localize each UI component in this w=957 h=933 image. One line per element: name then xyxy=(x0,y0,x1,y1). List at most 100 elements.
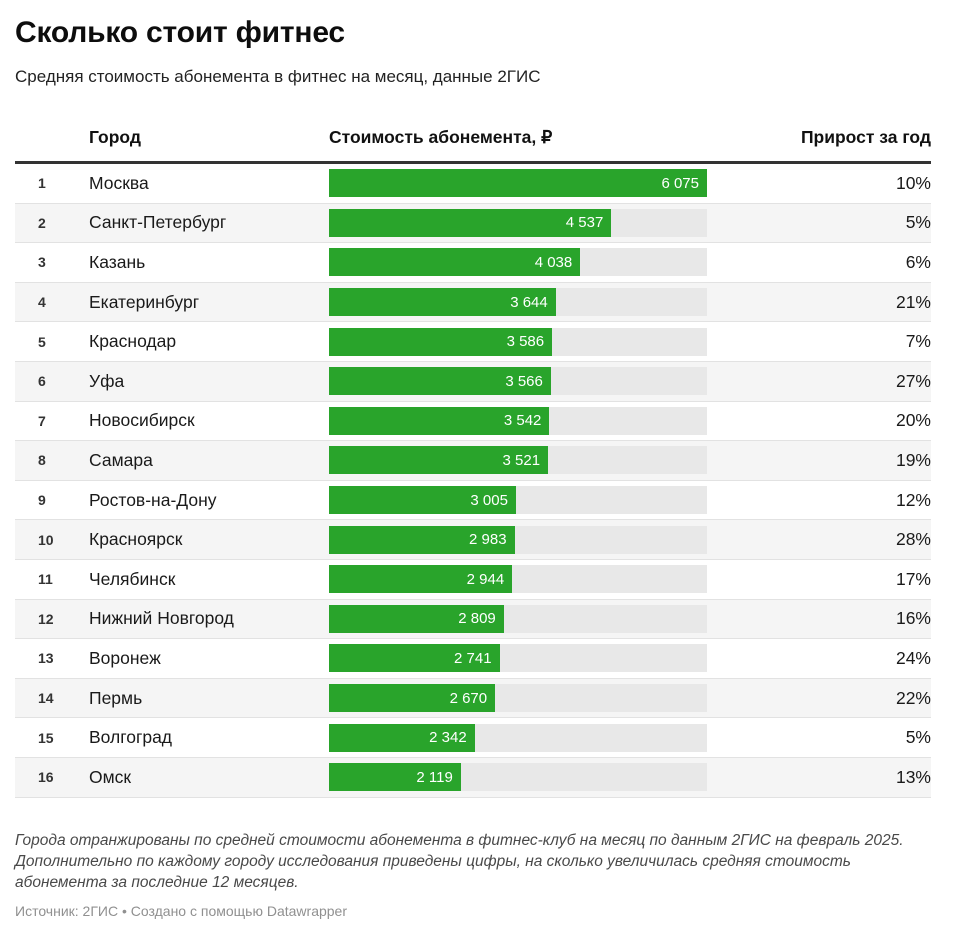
city-name: Нижний Новгород xyxy=(89,608,234,629)
cost-bar: 3 521 xyxy=(329,446,549,475)
cost-bar: 2 983 xyxy=(329,525,515,554)
growth-value: 22% xyxy=(895,687,931,708)
city-name: Краснодар xyxy=(89,331,177,352)
bar-track: 4 537 xyxy=(329,208,707,237)
row-rank: 14 xyxy=(38,690,54,707)
bar-track: 2 342 xyxy=(329,723,707,752)
growth-value: 13% xyxy=(895,766,931,787)
bar-cell: 3 521 xyxy=(329,446,707,475)
bar-value-label: 2 670 xyxy=(449,689,488,707)
bar-value-label: 3 586 xyxy=(506,333,545,351)
city-name: Ростов-на-Дону xyxy=(89,489,217,510)
bar-value-label: 2 741 xyxy=(454,649,492,667)
bar-track: 3 005 xyxy=(329,486,707,515)
bar-value-label: 3 521 xyxy=(502,451,541,469)
table-row: 16 Омск 2 119 13% xyxy=(15,757,931,798)
cost-bar: 3 644 xyxy=(329,288,556,317)
bar-cell: 2 809 xyxy=(329,604,707,633)
bar-cell: 2 670 xyxy=(329,684,707,713)
city-name: Волгоград xyxy=(89,727,173,748)
footnote: Города отранжированы по средней стоимост… xyxy=(15,831,904,892)
bar-value-label: 2 119 xyxy=(416,768,453,786)
table-body: 1 Москва 6 075 10% 2 Санкт-Петербург 4 5… xyxy=(15,164,931,798)
bar-track: 2 944 xyxy=(329,565,707,594)
table-row: 14 Пермь 2 670 22% xyxy=(15,678,931,719)
table-row: 9 Ростов-на-Дону 3 005 12% xyxy=(15,481,931,521)
city-name: Екатеринбург xyxy=(89,291,200,312)
bar-track: 2 670 xyxy=(329,684,707,713)
column-header-city: Город xyxy=(89,127,141,147)
bar-track: 2 741 xyxy=(329,644,707,673)
bar-track: 3 542 xyxy=(329,406,707,435)
table-row: 7 Новосибирск 3 542 20% xyxy=(15,402,931,442)
bar-track: 2 983 xyxy=(329,525,707,554)
bar-cell: 4 537 xyxy=(329,208,707,237)
bar-track: 2 119 xyxy=(329,763,707,792)
row-rank: 13 xyxy=(38,650,54,667)
table-row: 10 Красноярск 2 983 28% xyxy=(15,520,931,560)
bar-track: 3 566 xyxy=(329,367,707,396)
cost-bar: 3 005 xyxy=(329,486,516,515)
growth-value: 5% xyxy=(905,212,931,233)
bar-cell: 3 005 xyxy=(329,486,707,515)
growth-value: 27% xyxy=(895,370,931,391)
bar-track: 3 521 xyxy=(329,446,707,475)
bar-value-label: 3 566 xyxy=(505,372,543,390)
bar-cell: 3 644 xyxy=(329,288,707,317)
row-rank: 5 xyxy=(38,333,46,350)
bar-track: 4 038 xyxy=(329,248,707,277)
column-header-growth: Прирост за год xyxy=(800,127,931,147)
table-row: 1 Москва 6 075 10% xyxy=(15,164,931,204)
city-name: Воронеж xyxy=(89,647,161,668)
cost-bar: 4 038 xyxy=(329,248,581,277)
growth-value: 7% xyxy=(905,331,931,352)
row-rank: 11 xyxy=(38,571,53,588)
cost-bar: 2 741 xyxy=(329,644,500,673)
bar-track: 2 809 xyxy=(329,604,707,633)
bar-value-label: 4 537 xyxy=(565,214,604,232)
bar-track: 6 075 xyxy=(329,169,707,198)
bar-track: 3 586 xyxy=(329,327,707,356)
page-subtitle: Средняя стоимость абонемента в фитнес на… xyxy=(15,67,541,86)
cost-bar: 2 342 xyxy=(329,723,475,752)
bar-value-label: 2 944 xyxy=(466,570,505,588)
city-name: Уфа xyxy=(89,370,125,391)
bar-value-label: 3 005 xyxy=(470,491,508,509)
city-name: Самара xyxy=(89,449,153,470)
row-rank: 4 xyxy=(38,294,46,311)
city-name: Пермь xyxy=(89,687,143,708)
city-name: Челябинск xyxy=(89,568,176,589)
bar-value-label: 6 075 xyxy=(661,174,699,192)
table-row: 15 Волгоград 2 342 5% xyxy=(15,718,931,758)
cost-bar: 3 586 xyxy=(329,327,553,356)
cost-bar: 2 670 xyxy=(329,684,496,713)
cost-bar: 3 566 xyxy=(329,367,551,396)
growth-value: 12% xyxy=(895,489,931,510)
page-title: Сколько стоит фитнес xyxy=(15,16,345,49)
bar-cell: 3 586 xyxy=(329,327,707,356)
row-rank: 6 xyxy=(38,373,46,390)
growth-value: 19% xyxy=(895,449,931,470)
cost-bar: 2 944 xyxy=(329,565,513,594)
table-row: 11 Челябинск 2 944 17% xyxy=(15,560,931,600)
row-rank: 10 xyxy=(38,531,54,548)
table-row: 3 Казань 4 038 6% xyxy=(15,243,931,283)
row-rank: 1 xyxy=(38,175,46,192)
growth-value: 16% xyxy=(895,608,931,629)
bar-value-label: 3 644 xyxy=(510,293,548,311)
city-name: Омск xyxy=(89,766,132,787)
table-row: 6 Уфа 3 566 27% xyxy=(15,361,931,402)
bar-cell: 2 983 xyxy=(329,525,707,554)
row-rank: 2 xyxy=(38,214,46,231)
bar-cell: 2 944 xyxy=(329,565,707,594)
row-rank: 7 xyxy=(38,412,46,429)
cost-bar: 2 809 xyxy=(329,604,504,633)
bar-value-label: 2 983 xyxy=(469,531,507,549)
table-row: 13 Воронеж 2 741 24% xyxy=(15,639,931,679)
bar-cell: 3 566 xyxy=(329,367,707,396)
row-rank: 9 xyxy=(38,492,46,509)
growth-value: 17% xyxy=(895,568,931,589)
table-row: 8 Самара 3 521 19% xyxy=(15,441,931,481)
bar-value-label: 2 809 xyxy=(458,610,496,628)
source-attribution: Источник: 2ГИС • Создано с помощью Dataw… xyxy=(15,902,348,919)
